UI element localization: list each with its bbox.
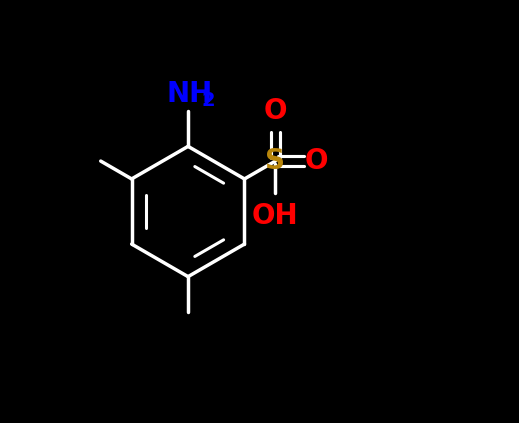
Text: NH: NH — [166, 80, 212, 108]
Text: S: S — [265, 147, 285, 175]
Text: 2: 2 — [202, 91, 215, 110]
Text: O: O — [264, 97, 287, 125]
Text: OH: OH — [252, 202, 299, 230]
Text: O: O — [305, 147, 328, 175]
